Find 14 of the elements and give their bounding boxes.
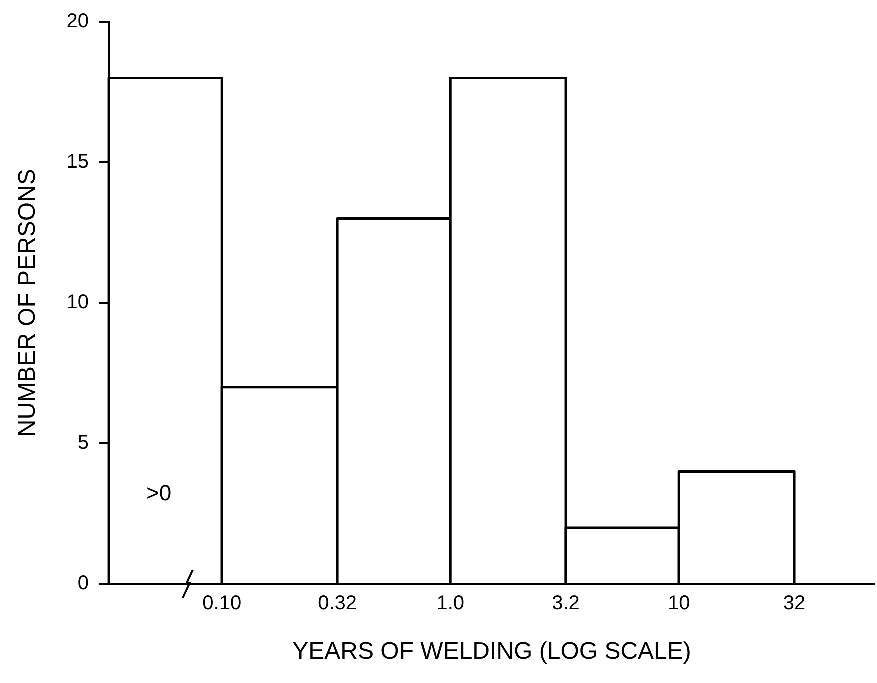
y-tick-label: 10 bbox=[66, 292, 90, 314]
x-axis-title: YEARS OF WELDING (LOG SCALE) bbox=[292, 638, 692, 666]
y-tick-label: 5 bbox=[78, 432, 90, 454]
y-axis-title: NUMBER OF PERSONS bbox=[14, 169, 42, 438]
y-tick-label: 20 bbox=[66, 10, 90, 33]
y-tick-label: 15 bbox=[66, 151, 90, 174]
x-tick-label: 10 bbox=[668, 592, 690, 615]
x-tick-label: 3.2 bbox=[552, 592, 580, 615]
y-tick-label: 0 bbox=[78, 572, 90, 595]
x-tick-label: 32 bbox=[783, 592, 806, 615]
annotation: >0 bbox=[146, 480, 172, 506]
x-tick-label: 1.0 bbox=[436, 592, 465, 615]
x-tick-label: 0.10 bbox=[202, 592, 242, 615]
x-tick-label: 0.32 bbox=[318, 592, 358, 615]
